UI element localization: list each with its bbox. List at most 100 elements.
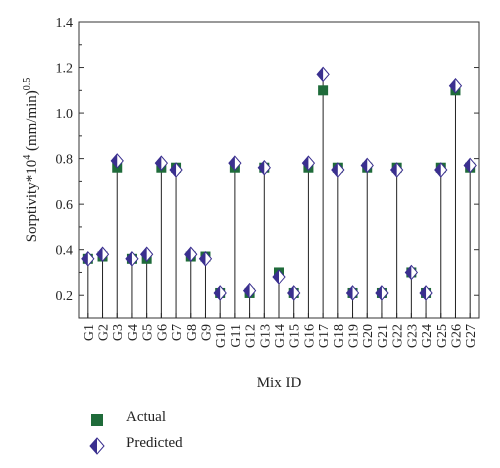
- predicted-marker-fill: [361, 158, 368, 173]
- x-tick-label: G6: [155, 324, 170, 341]
- predicted-marker: [272, 269, 286, 285]
- x-axis-label: Mix ID: [257, 375, 302, 391]
- x-tick-label: G13: [258, 324, 273, 348]
- x-tick-label: G21: [376, 324, 391, 348]
- predicted-marker: [287, 285, 301, 301]
- axes: 0.20.40.60.81.01.21.4G1 G2 G3 G4 G5 G6 G7 G8 G9 G…: [56, 16, 480, 348]
- y-axis-label-exp: 4: [22, 155, 33, 160]
- legend-label-actual: Actual: [126, 409, 166, 425]
- x-tick-label: G27: [464, 324, 479, 348]
- predicted-marker: [448, 77, 463, 94]
- predicted-marker-fill: [214, 285, 221, 300]
- x-tick-label: G16: [302, 324, 317, 348]
- y-tick-label: 1.4: [56, 16, 74, 31]
- predicted-marker-fill: [243, 283, 250, 298]
- predicted-marker: [198, 251, 213, 267]
- predicted-marker-fill: [184, 247, 191, 262]
- predicted-marker-fill: [375, 285, 382, 300]
- x-tick-label: G2: [97, 324, 112, 341]
- legend: Actual Predicted: [88, 408, 288, 464]
- predicted-marker: [139, 246, 154, 263]
- predicted-marker-fill: [331, 163, 338, 177]
- x-tick-label: G19: [347, 324, 362, 348]
- predicted-marker: [345, 285, 360, 301]
- predicted-marker-fill: [405, 265, 412, 280]
- y-tick-label: 0.2: [56, 289, 74, 304]
- predicted-marker: [257, 159, 271, 176]
- x-tick-label: G8: [185, 324, 200, 341]
- predicted-marker-fill: [258, 160, 265, 175]
- predicted-marker-fill: [390, 163, 397, 177]
- predicted-marker: [375, 285, 389, 301]
- predicted-marker: [404, 264, 419, 281]
- y-axis-label-main: Sorptivity*10: [24, 160, 40, 243]
- predicted-marker-fill: [287, 285, 294, 300]
- x-tick-label: G3: [111, 324, 126, 341]
- y-tick-label: 0.6: [56, 198, 74, 213]
- predicted-marker-fill: [199, 251, 206, 266]
- predicted-marker: [463, 157, 477, 174]
- x-tick-label: G18: [332, 324, 347, 348]
- y-axis-label-unit-exp: 0.5: [22, 78, 33, 91]
- y-tick-label: 0.8: [56, 153, 74, 168]
- predicted-marker: [81, 251, 95, 267]
- predicted-marker: [316, 66, 330, 83]
- predicted-marker-fill: [449, 78, 456, 93]
- predicted-marker: [213, 285, 227, 301]
- x-tick-label: G26: [449, 324, 464, 348]
- predicted-marker-fill: [111, 153, 118, 168]
- predicted-marker-fill: [228, 156, 235, 171]
- predicted-marker-fill: [96, 247, 103, 262]
- predicted-marker: [360, 157, 374, 174]
- x-tick-label: G10: [214, 324, 229, 348]
- y-axis-label-unit: (mm/min): [24, 90, 40, 155]
- x-tick-label: G11: [229, 324, 244, 348]
- x-tick-label: G14: [273, 324, 288, 348]
- y-tick-label: 0.4: [56, 244, 74, 259]
- predicted-marker: [184, 246, 198, 263]
- y-axis-label: Sorptivity*104 (mm/min)0.5: [22, 78, 40, 243]
- predicted-marker-fill: [81, 251, 88, 266]
- x-tick-label: G24: [420, 324, 435, 348]
- predicted-marker: [242, 282, 257, 299]
- predicted-marker-fill: [125, 251, 132, 266]
- predicted-marker-fill: [273, 270, 279, 285]
- legend-diamond-marker: [89, 437, 105, 455]
- predicted-marker-fill: [346, 285, 353, 300]
- x-tick-label: G4: [126, 324, 141, 341]
- x-tick-label: G7: [170, 324, 185, 341]
- predicted-marker-fill: [302, 156, 309, 171]
- predicted-marker: [95, 246, 110, 263]
- axis-labels: Mix ID Sorptivity*104 (mm/min)0.5: [22, 78, 301, 391]
- predicted-marker-fill: [140, 247, 147, 262]
- predicted-marker: [169, 162, 183, 178]
- predicted-marker-fill: [434, 163, 441, 177]
- predicted-marker-fill: [317, 67, 324, 82]
- x-tick-label: G17: [317, 324, 332, 348]
- predicted-marker-fill: [170, 163, 177, 177]
- predicted-marker: [228, 155, 242, 171]
- legend-label-predicted: Predicted: [126, 435, 183, 451]
- predicted-marker: [419, 285, 433, 301]
- x-tick-label: G5: [141, 324, 156, 341]
- x-tick-label: G23: [405, 324, 420, 348]
- y-tick-label: 1.2: [56, 62, 74, 77]
- predicted-marker-fill: [155, 156, 162, 171]
- predicted-marker: [434, 162, 448, 178]
- actual-marker: [318, 85, 329, 96]
- x-tick-label: G1: [82, 324, 97, 341]
- x-tick-label: G15: [288, 324, 303, 348]
- predicted-marker: [125, 251, 139, 267]
- y-tick-label: 1.0: [56, 107, 74, 122]
- predicted-marker-fill: [464, 158, 471, 173]
- predicted-marker: [301, 155, 316, 171]
- x-tick-label: G9: [199, 324, 214, 341]
- predicted-marker: [331, 162, 345, 178]
- legend-square-marker: [91, 414, 103, 426]
- markers: [81, 66, 477, 301]
- x-tick-label: G25: [435, 324, 450, 348]
- predicted-marker-fill: [420, 285, 427, 300]
- x-tick-label: G20: [361, 324, 376, 348]
- predicted-marker: [389, 162, 404, 178]
